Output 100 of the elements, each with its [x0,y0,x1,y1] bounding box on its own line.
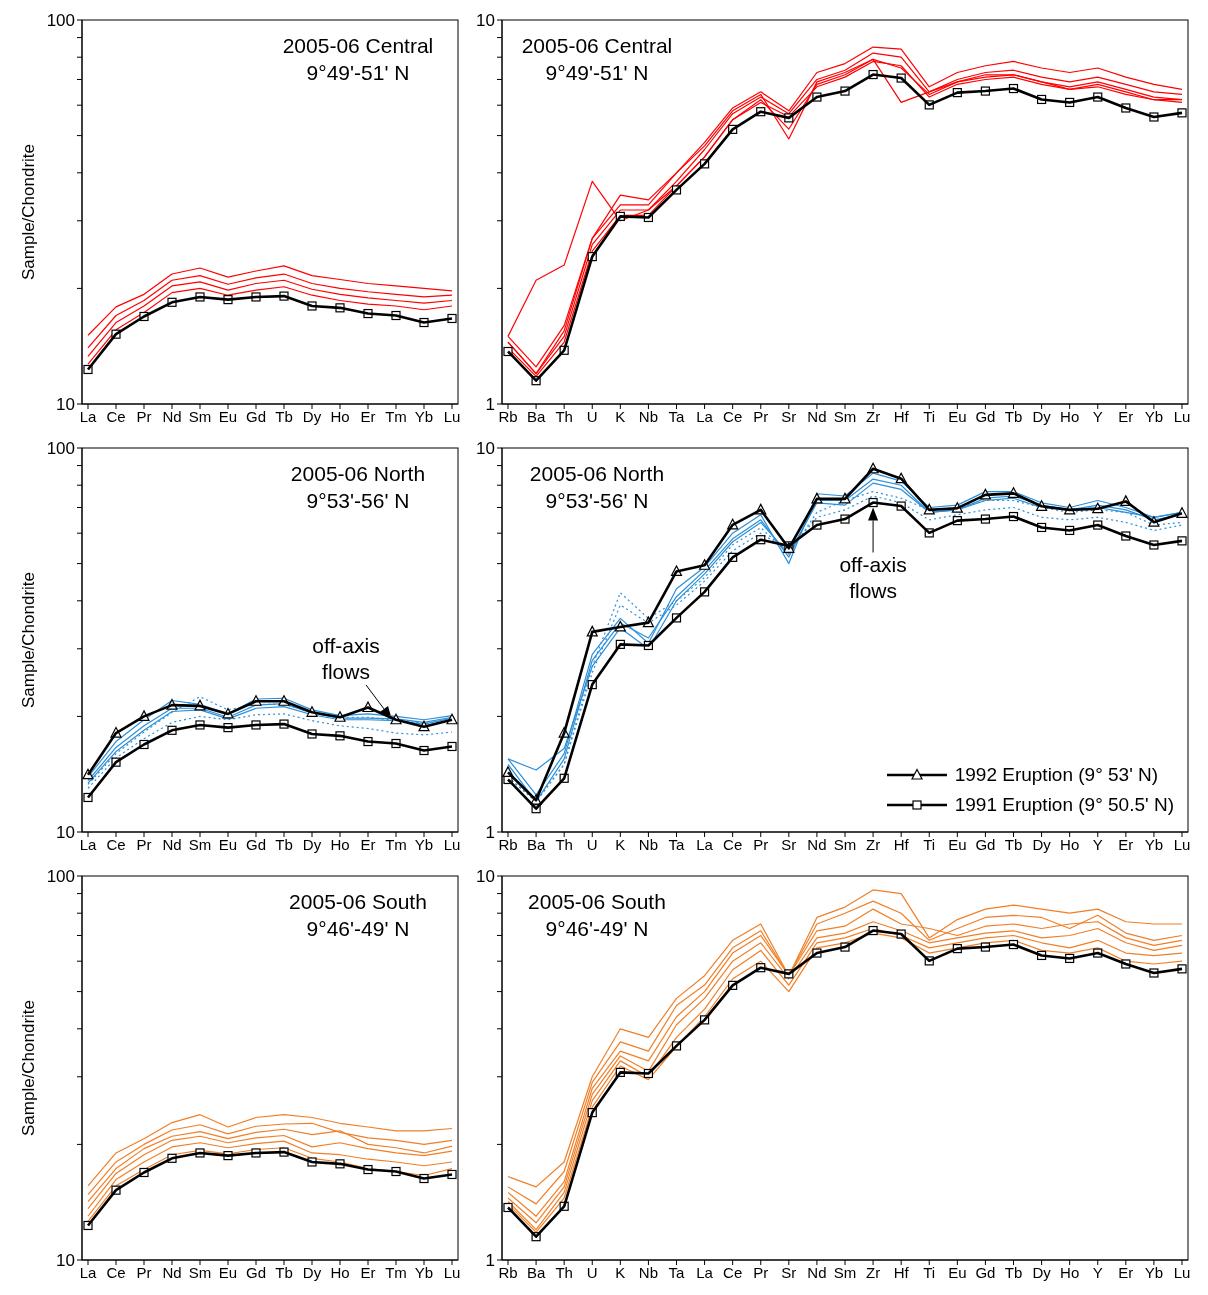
x-tick-label: Yb [1144,1263,1164,1281]
x-tick-label: Tb [1004,1263,1023,1281]
x-tick-label: La [79,407,97,425]
x-tick-label: Ho [1060,407,1080,425]
text: 2005-06 North [529,462,665,485]
x-tick-label: Tm [385,1263,407,1281]
x-tick-label: Nd [807,407,827,425]
x-tick-label: Eu [948,407,967,425]
x-tick-label: Tb [275,407,293,425]
x-tick-label: Eu [218,407,238,425]
annotation: off-axis flows [839,553,907,603]
x-tick-label: Ho [1060,1263,1080,1281]
x-tick-label: Dy [1032,1263,1052,1281]
x-tick-label: Tm [385,835,407,853]
x-tick-label: Lu [1173,407,1191,425]
x-tick-label: Lu [1173,1263,1191,1281]
x-tick-label: Ce [723,1263,743,1281]
x-tick-label: Rb [498,835,518,853]
x-tick-label: La [696,1263,714,1281]
x-tick-label: Sr [781,1263,797,1281]
x-tick-label: Zr [866,1263,881,1281]
x-tick-label: Er [360,835,376,853]
x-tick-label: Eu [948,1263,967,1281]
x-tick-label: Sr [781,407,797,425]
x-tick-label: La [696,407,714,425]
x-tick-label: Lu [443,1263,461,1281]
x-tick-label: Ce [106,1263,126,1281]
y-tick-label: 100 [46,867,75,887]
x-tick-label: Yb [414,407,434,425]
x-tick-label: Ta [668,407,686,425]
x-tick-label: Th [555,407,573,425]
x-tick-label: Gd [975,1263,996,1281]
x-tick-label: Rb [498,407,518,425]
x-tick-label: Dy [1032,407,1052,425]
x-tick-label: Ba [526,1263,546,1281]
x-tick-label: Ho [330,407,350,425]
text: 9°53'-56' N [545,489,649,512]
x-tick-label: Dy [302,1263,322,1281]
x-tick-label: Tb [275,1263,293,1281]
x-tick-label: Hf [893,1263,910,1281]
x-tick-label: Tm [385,407,407,425]
x-tick-label: Dy [1032,835,1052,853]
y-tick-label: 10 [476,11,495,31]
text: 2005-06 Central [282,34,434,57]
x-tick-label: Th [555,1263,573,1281]
text: 2005-06 South [528,890,666,913]
x-tick-label: Gd [975,835,996,853]
x-tick-label: Eu [218,1263,238,1281]
x-tick-label: Sr [781,835,797,853]
y-axis-title: Sample/Chondrite [19,999,38,1137]
x-tick-label: Yb [1144,835,1164,853]
text: 2005-06 North [290,462,426,485]
x-tick-label: Yb [414,835,434,853]
x-tick-label: Sm [188,1263,212,1281]
y-tick-label: 10 [476,439,495,459]
y-tick-label: 1 [485,823,495,843]
y-tick-label: 100 [46,11,75,31]
x-tick-label: K [615,1263,626,1281]
x-tick-label: Hf [893,835,910,853]
x-tick-label: Ho [330,835,350,853]
x-tick-label: Zr [866,407,881,425]
x-tick-label: Pr [136,1263,152,1281]
x-tick-label: Y [1092,407,1103,425]
x-tick-label: Ta [668,1263,686,1281]
x-tick-label: Er [1118,835,1134,853]
x-tick-label: Ti [923,407,936,425]
x-tick-label: Hf [893,407,910,425]
x-tick-label: Gd [975,407,996,425]
y-tick-label: 100 [46,439,75,459]
x-tick-label: Ce [106,407,126,425]
x-tick-label: Sm [833,1263,857,1281]
text: 2005-06 Central [521,34,673,57]
x-tick-label: Gd [245,835,267,853]
x-tick-label: Er [1118,407,1134,425]
x-tick-label: U [586,407,598,425]
x-tick-label: Pr [136,407,152,425]
x-tick-label: Sm [188,407,212,425]
x-tick-label: Tb [1004,407,1023,425]
text: 9°49'-51' N [306,61,410,84]
x-tick-label: Pr [753,407,769,425]
x-tick-label: Zr [866,835,881,853]
annotation: off-axis flows [312,633,380,683]
x-tick-label: Ta [668,835,686,853]
text: 2005-06 South [289,890,427,913]
x-tick-label: Yb [414,1263,434,1281]
x-tick-label: Ce [723,835,743,853]
x-tick-label: Rb [498,1263,518,1281]
x-tick-label: Nd [807,1263,827,1281]
x-tick-label: Dy [302,407,322,425]
x-tick-label: Ti [923,835,936,853]
x-tick-label: Er [360,407,376,425]
x-tick-label: Y [1092,1263,1103,1281]
x-tick-label: Tb [1004,835,1023,853]
x-tick-label: Yb [1144,407,1164,425]
legend-label: 1991 Eruption (9° 50.5' N) [954,794,1174,816]
y-axis-title: Sample/Chondrite [19,571,38,709]
x-tick-label: Ho [1060,835,1080,853]
x-tick-label: Sm [833,407,857,425]
x-tick-label: Nd [162,835,182,853]
x-tick-label: Nb [638,835,659,853]
